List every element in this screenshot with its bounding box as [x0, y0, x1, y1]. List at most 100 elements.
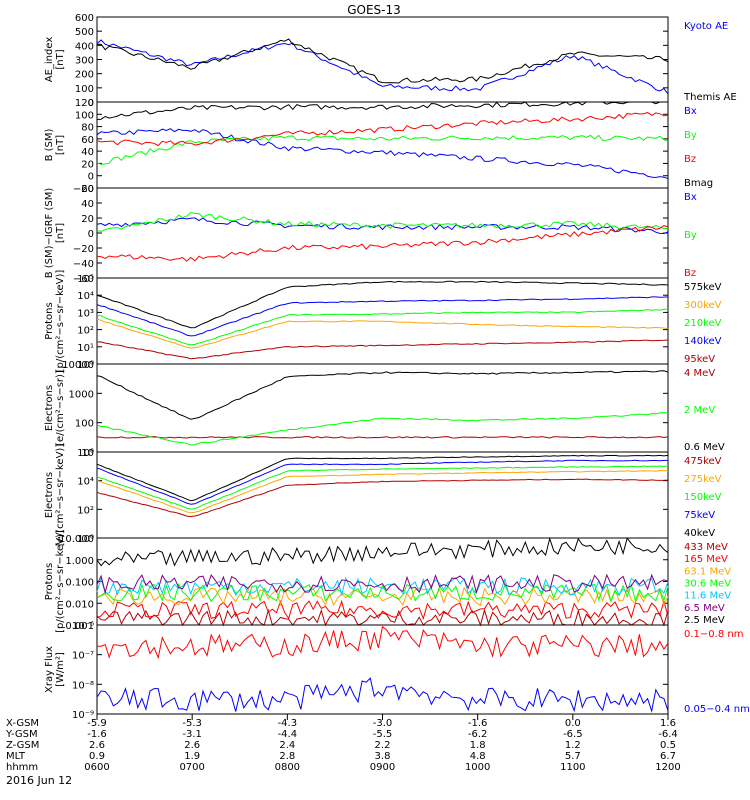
series-line-475kev: [96, 478, 669, 518]
y-tick-label: 0.100: [65, 578, 94, 589]
legend-label: 63.1 MeV: [684, 566, 731, 577]
x-tick-label: 4.8: [470, 751, 486, 762]
x-tick-label: 2.6: [184, 740, 200, 751]
y-tick-label: 80: [81, 123, 94, 134]
series-line-6-5-mev: [96, 573, 669, 595]
x-tick-label: 0700: [179, 762, 204, 773]
legend-label: 275keV: [684, 474, 722, 485]
y-tick-label: 10⁰: [77, 534, 94, 545]
x-tick-label: 1.2: [565, 740, 581, 751]
x-tick-label: -6.2: [468, 729, 488, 740]
panel-5: 10⁰ 10² 10⁴ 10⁶ Electrons [e/(cm²−s−sr−keV)] 4…: [44, 444, 722, 547]
x-tick-label: 2.6: [89, 740, 105, 751]
legend-label: 475keV: [684, 456, 722, 467]
panel-3: 10⁰ 10¹ 10² 10³ 10⁴ 10⁵ Protons [p/(cm²−s−sr−ke…: [44, 270, 722, 373]
series-line-210kev: [96, 308, 669, 346]
legend-label: Kyoto AE: [684, 21, 728, 32]
x-tick-label: -3.1: [182, 729, 202, 740]
legend-label: 30.6 MeV: [684, 579, 731, 590]
x-tick-label: -1.6: [468, 718, 488, 729]
x-tick-label: 1.8: [470, 740, 486, 751]
legend-label: 210keV: [684, 318, 722, 329]
series-line-0-6-mev: [96, 370, 669, 420]
panel-frame: [96, 16, 669, 103]
y-tick-label: 10: [81, 448, 94, 459]
series-line-165-mev: [96, 599, 669, 621]
x-axis-row-label: hhmm: [6, 762, 38, 773]
series-line-bx: [96, 128, 669, 179]
series-line-63-1-mev: [96, 586, 669, 607]
y-tick-label: 10²: [77, 505, 94, 516]
y-tick-label: 10¹: [77, 343, 94, 354]
series-line-433-mev: [96, 608, 669, 627]
series-line-40kev: [96, 454, 669, 502]
chart-title: GOES-13: [347, 3, 401, 17]
legend-label: 11.6 MeV: [684, 591, 731, 602]
panel-6: 0.001 0.010 0.100 1.000 10.000 Protons [p/(cm²…: [44, 530, 731, 633]
x-tick-label: 0800: [275, 762, 300, 773]
x-tick-label: 2.4: [279, 740, 295, 751]
x-tick-label: 1100: [560, 762, 585, 773]
y-axis-title: [nT]: [55, 49, 66, 69]
series-line-themis-ae: [96, 38, 669, 84]
y-tick-label: 10.000: [59, 534, 94, 545]
series-line-150kev: [96, 465, 669, 510]
y-tick-label: −60: [73, 274, 94, 285]
legend-label: Themis AE: [683, 92, 737, 103]
y-tick-label: 200: [75, 70, 94, 81]
legend-label: 0.1−0.8 nm: [684, 629, 743, 640]
y-tick-label: 40: [81, 147, 94, 158]
y-tick-label: 60: [81, 135, 94, 146]
y-axis-title: [W/m²]: [55, 652, 66, 687]
legend-label: Bz: [684, 154, 696, 165]
x-tick-label: 1200: [655, 762, 680, 773]
y-tick-label: 10⁻⁸: [72, 680, 94, 691]
y-axis-title: [e/(cm²−s−sr−keV)]: [55, 444, 66, 547]
y-tick-label: 40: [81, 199, 94, 210]
legend-label: Bmag: [684, 178, 713, 189]
series-line-bx: [96, 217, 669, 235]
y-axis-title: Protons: [44, 302, 55, 339]
y-tick-label: 0: [88, 98, 94, 109]
legend-label: 40keV: [684, 528, 715, 539]
panel-0: 0 100 200 300 400 500 600 AE_index [nT] Kyoto AE T…: [44, 13, 737, 109]
series-line-bz: [96, 112, 669, 147]
y-tick-label: 500: [75, 27, 94, 38]
x-tick-label: 0.5: [660, 740, 676, 751]
y-tick-label: 0.001: [65, 621, 94, 632]
y-tick-label: 1000: [69, 389, 94, 400]
legend-label: 6.5 MeV: [684, 603, 725, 614]
legend-label: Bz: [684, 268, 696, 279]
y-tick-label: 100: [75, 84, 94, 95]
series-line-0-05-0-4-nm: [96, 677, 669, 713]
x-tick-label: 2.8: [279, 751, 295, 762]
y-tick-label: 10⁻⁶: [72, 621, 94, 632]
y-axis-title: [nT]: [55, 223, 66, 243]
y-tick-label: −40: [73, 259, 94, 270]
legend-label: 95keV: [684, 354, 715, 365]
legend-label: 2 MeV: [684, 405, 715, 416]
x-tick-label: -4.4: [278, 729, 298, 740]
y-axis-title: [p/(cm²−s−sr−keV)]: [55, 270, 66, 373]
series-line-95kev: [96, 339, 669, 360]
series-line-75kev: [96, 459, 668, 505]
series-line-by: [96, 134, 669, 165]
y-tick-label: 0: [88, 229, 94, 240]
x-axis-row-label: Y-GSM: [5, 729, 38, 740]
x-tick-label: 0900: [370, 762, 395, 773]
y-axis-title: [p/(cm²−s−sr−keV)]: [55, 530, 66, 633]
y-tick-label: 20: [81, 159, 94, 170]
series-line-11-6-mev: [96, 576, 669, 597]
legend-label: 575keV: [684, 282, 722, 293]
legend-label: 75keV: [684, 510, 715, 521]
legend-label: 2.5 MeV: [684, 615, 725, 626]
legend-label: 300keV: [684, 300, 722, 311]
y-tick-label: 10000: [62, 360, 94, 371]
x-axis-row-label: MLT: [6, 751, 26, 762]
y-tick-label: 120: [75, 98, 94, 109]
x-tick-label: 0.9: [89, 751, 105, 762]
x-axis-row-label: Z-GSM: [6, 740, 39, 751]
x-tick-label: -5.3: [182, 718, 202, 729]
y-tick-label: 10³: [77, 308, 94, 319]
legend-label: 140keV: [684, 336, 722, 347]
